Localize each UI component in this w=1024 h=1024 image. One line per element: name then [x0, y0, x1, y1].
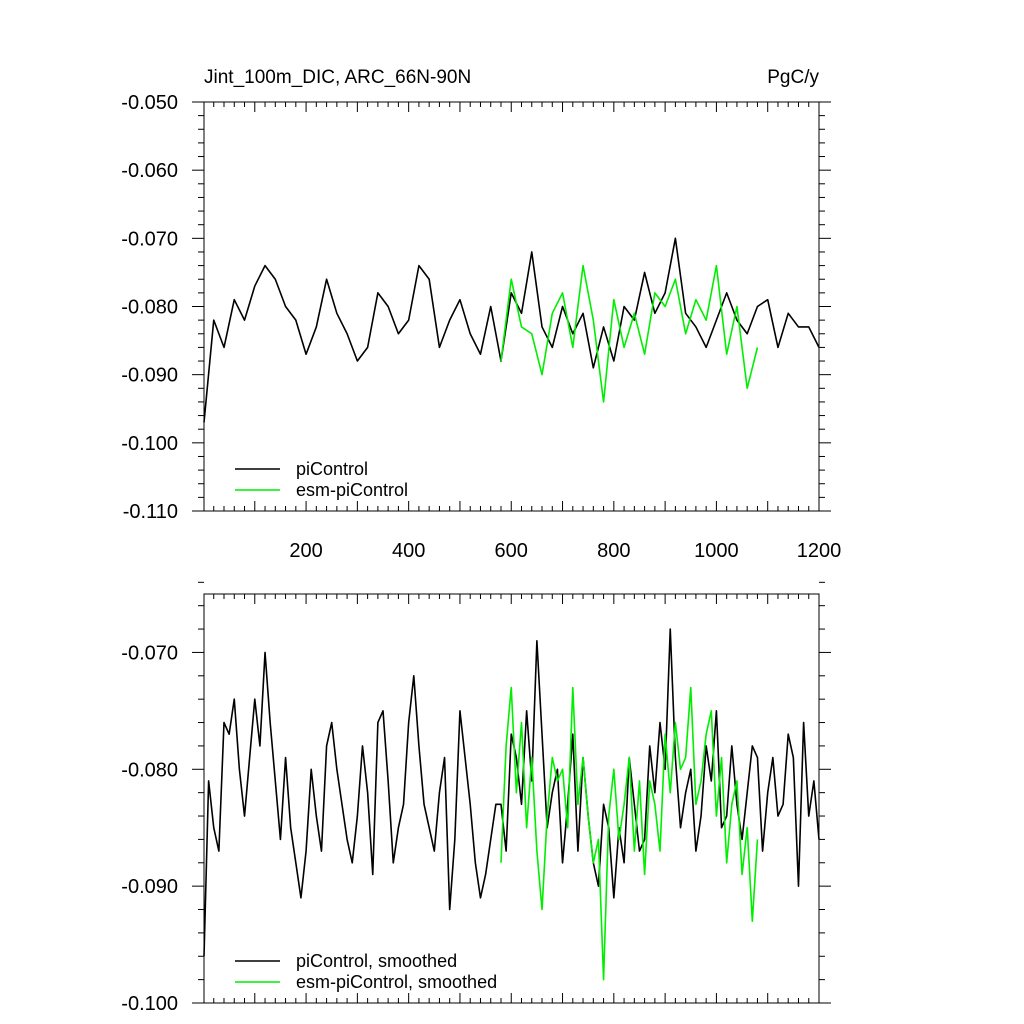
- top-series-line-0: [203, 237, 820, 423]
- top-chart: Jint_100m_DIC, ARC_66N-90N PgC/y 200 400 6…: [121, 67, 841, 562]
- top-y-tick-label: -0.090: [121, 365, 178, 387]
- top-y-tick-label: -0.060: [121, 160, 178, 182]
- top-x-tick-label: 1000: [694, 540, 739, 562]
- bottom-chart-axes: -0.070 -0.080 -0.090 -0.100: [121, 581, 831, 1015]
- top-chart-title: Jint_100m_DIC, ARC_66N-90N: [204, 67, 471, 88]
- bottom-y-tick-label: -0.090: [121, 876, 178, 898]
- legend-label-picontrol: piControl: [296, 459, 368, 479]
- bottom-chart-legend: piControl, smoothed esm-piControl, smoot…: [235, 951, 497, 992]
- bottom-y-tick-label: -0.100: [121, 993, 178, 1015]
- top-plot-frame: [203, 101, 820, 512]
- top-x-tick-label: 800: [597, 540, 630, 562]
- top-y-tick-label: -0.110: [123, 501, 178, 523]
- top-x-tick-label: 1200: [797, 540, 842, 562]
- bottom-plot-frame: [203, 593, 820, 1004]
- top-chart-series-layer: [203, 237, 820, 423]
- bottom-y-tick-label: -0.070: [121, 642, 178, 664]
- legend-label-esm-picontrol-smoothed: esm-piControl, smoothed: [296, 972, 497, 992]
- legend-label-picontrol-smoothed: piControl, smoothed: [296, 951, 457, 971]
- bottom-series-line-1: [500, 686, 759, 981]
- top-y-tick-label: -0.070: [121, 228, 178, 250]
- top-chart-units: PgC/y: [767, 67, 819, 88]
- top-y-tick-label: -0.050: [121, 92, 178, 114]
- bottom-y-tick-label: -0.080: [121, 759, 178, 781]
- top-x-tick-label: 200: [289, 540, 322, 562]
- bottom-chart: -0.070 -0.080 -0.090 -0.100 piControl, smoo…: [121, 581, 831, 1015]
- top-x-tick-label: 400: [392, 540, 425, 562]
- top-y-tick-label: -0.100: [121, 433, 178, 455]
- bottom-series-line-0: [203, 628, 820, 957]
- bottom-chart-series-layer: [203, 628, 820, 981]
- top-x-tick-label: 600: [495, 540, 528, 562]
- top-y-tick-label: -0.080: [121, 297, 178, 319]
- top-chart-legend: piControl esm-piControl: [235, 459, 408, 500]
- legend-label-esm-picontrol: esm-piControl: [296, 480, 408, 500]
- top-series-line-1: [500, 264, 759, 403]
- top-chart-axes: 200 400 600 800 1000 1200 -0.050 -0.060 -0.070 -0…: [121, 92, 841, 562]
